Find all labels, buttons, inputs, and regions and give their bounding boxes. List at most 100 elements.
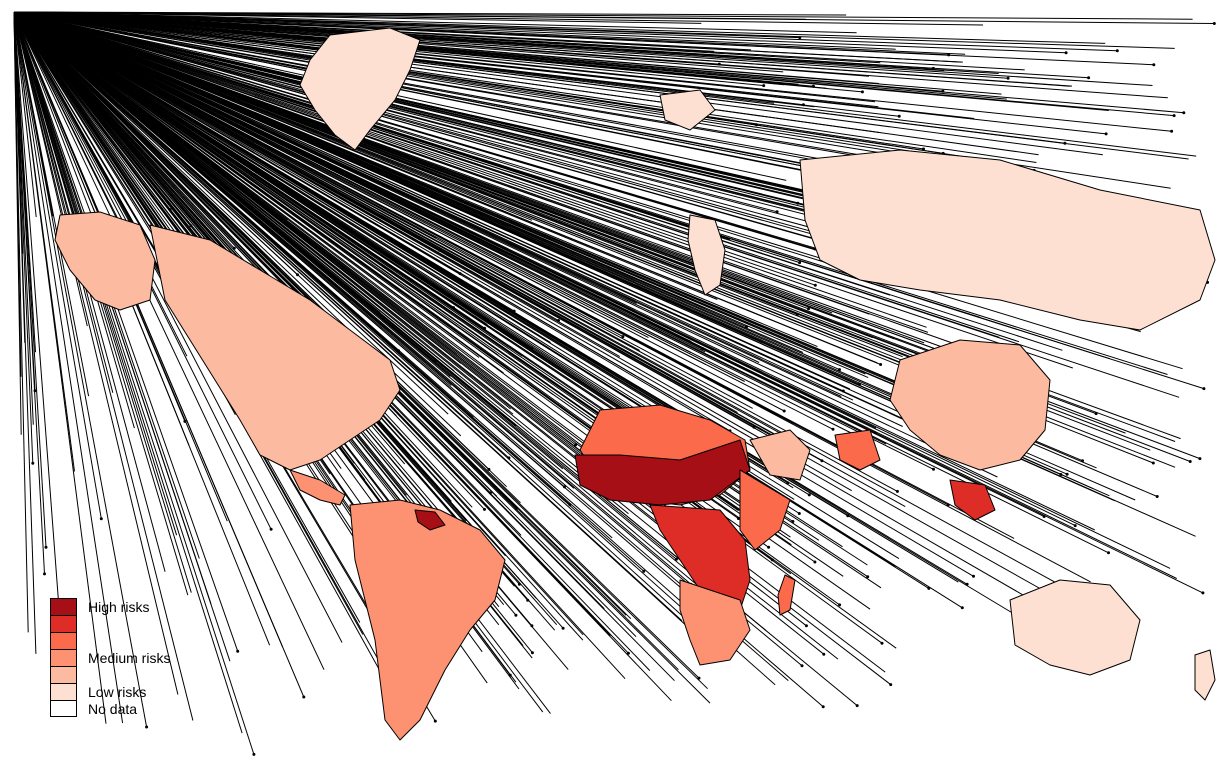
flow-endpoint — [1198, 457, 1202, 461]
legend-label: High risks — [88, 599, 150, 615]
flow-endpoint — [31, 461, 35, 465]
region-scandinavia[interactable] — [687, 214, 726, 296]
flow-line — [13, 11, 906, 508]
flow-endpoint — [889, 683, 893, 687]
flow-line — [13, 11, 884, 154]
flow-endpoint — [762, 84, 766, 88]
flow-endpoint — [972, 574, 975, 578]
flow-line — [13, 11, 981, 318]
flow-line — [13, 11, 698, 630]
flow-endpoint — [1182, 111, 1186, 115]
flow-line — [13, 11, 480, 358]
flow-line — [13, 11, 1007, 100]
flow-line — [13, 11, 298, 276]
flow-endpoint — [563, 485, 566, 489]
flow-line — [13, 11, 34, 425]
flow-line — [13, 11, 785, 412]
region-southeast-asia[interactable] — [949, 479, 996, 521]
flow-line — [13, 11, 172, 261]
region-east-africa[interactable] — [739, 469, 791, 551]
flow-endpoint — [183, 419, 187, 423]
region-south-asia[interactable] — [834, 429, 881, 471]
region-north-america[interactable] — [149, 224, 401, 471]
flow-line — [13, 11, 916, 194]
region-iceland-svalbard[interactable] — [659, 89, 716, 131]
flow-line — [13, 11, 491, 494]
flow-endpoint — [786, 481, 790, 485]
region-north-america-west[interactable] — [54, 211, 156, 311]
flow-line — [13, 11, 933, 248]
flow-line — [13, 11, 712, 598]
flow-line — [13, 11, 1183, 370]
flow-line — [13, 11, 613, 539]
flow-line — [13, 11, 643, 422]
flow-endpoint — [895, 489, 899, 493]
flow-line — [13, 11, 645, 572]
flow-endpoint — [642, 569, 646, 573]
flow-endpoint — [796, 201, 800, 205]
flow-endpoint — [947, 53, 951, 57]
flow-line — [13, 11, 243, 734]
flow-endpoint — [752, 425, 756, 429]
flow-endpoint — [574, 443, 578, 447]
flow-line — [13, 11, 1171, 569]
region-southern-africa[interactable] — [679, 579, 751, 666]
flow-line — [13, 11, 1073, 369]
flow-endpoint — [782, 409, 786, 413]
flow-endpoint — [530, 651, 534, 655]
region-madagascar[interactable] — [777, 574, 796, 616]
flow-line — [13, 11, 1168, 99]
region-north-asia[interactable] — [799, 149, 1216, 331]
legend-item — [50, 632, 250, 649]
region-australia[interactable] — [1009, 579, 1141, 676]
flow-endpoint — [897, 114, 901, 118]
flow-line — [13, 11, 900, 363]
flow-line — [13, 11, 22, 435]
flow-line — [13, 11, 1063, 351]
region-sahel[interactable] — [574, 439, 751, 506]
flow-endpoint — [626, 651, 630, 655]
flow-endpoint — [621, 335, 625, 339]
flow-line — [13, 11, 707, 366]
flow-endpoint — [941, 89, 945, 93]
flow-endpoint — [1115, 49, 1119, 53]
region-new-zealand[interactable] — [1194, 649, 1216, 701]
flow-endpoint — [1104, 132, 1108, 136]
flow-endpoint — [767, 545, 771, 549]
flow-line — [13, 11, 47, 548]
legend-label: No data — [88, 701, 138, 717]
flow-line — [13, 11, 343, 643]
flow-line — [13, 11, 461, 275]
legend-swatch — [50, 615, 77, 632]
flow-line — [13, 11, 29, 633]
flow-endpoint — [145, 725, 149, 729]
legend-label: Medium risks — [88, 650, 171, 666]
flow-line — [13, 11, 1091, 583]
flow-endpoint — [302, 695, 306, 699]
flow-line — [13, 11, 589, 445]
flow-endpoint — [800, 664, 804, 668]
region-venezuela[interactable] — [414, 509, 446, 531]
flow-line — [13, 11, 64, 663]
flow-endpoint — [855, 704, 859, 708]
land-regions — [54, 27, 1216, 741]
flow-line — [13, 11, 753, 409]
flow-endpoint — [1006, 76, 1010, 80]
region-south-america[interactable] — [349, 499, 506, 741]
flow-endpoint — [960, 606, 964, 610]
flow-line — [13, 11, 629, 515]
flow-line — [13, 11, 802, 446]
region-central-america[interactable] — [289, 469, 346, 506]
region-arabia[interactable] — [749, 429, 811, 481]
flow-endpoint — [797, 512, 801, 515]
flow-line — [13, 11, 499, 356]
flow-endpoint — [775, 210, 779, 214]
legend-label: Low risks — [88, 684, 147, 700]
flow-endpoint — [795, 312, 799, 316]
region-greenland[interactable] — [299, 27, 421, 151]
flow-line — [13, 11, 189, 596]
region-china[interactable] — [889, 339, 1051, 471]
flow-line — [13, 11, 212, 605]
flow-line — [13, 11, 1197, 157]
flow-endpoint — [1081, 459, 1084, 463]
